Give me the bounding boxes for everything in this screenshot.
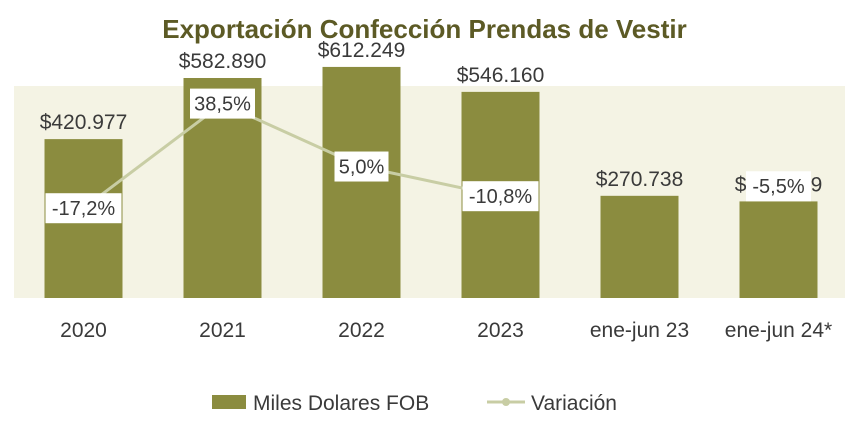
legend-line-marker — [502, 398, 510, 406]
bar — [322, 66, 401, 298]
bar-value-label: $270.738 — [596, 168, 684, 191]
variation-label-box — [746, 171, 811, 202]
variation-label: 38,5% — [190, 88, 255, 119]
plot-area — [14, 86, 845, 298]
variation-label: 5,0% — [334, 151, 389, 182]
x-tick-label: ene-jun 23 — [590, 319, 689, 342]
x-tick-label: 2021 — [199, 319, 246, 342]
bar-value-label: $546.160 — [457, 64, 545, 87]
variation-label: -5,5% — [746, 171, 811, 202]
bar — [739, 201, 818, 298]
x-tick-label: 2022 — [338, 319, 385, 342]
x-tick-label: ene-jun 24* — [725, 319, 832, 342]
variation-line — [82, 102, 501, 210]
bar-value-label: $420.977 — [40, 111, 128, 134]
variation-label-text: -17,2% — [52, 198, 116, 220]
variation-label-box — [462, 181, 539, 212]
legend: Miles Dolares FOB Variación — [212, 392, 617, 415]
variation-label-text: 5,0% — [339, 157, 385, 179]
legend-line-label: Variación — [531, 392, 617, 415]
legend-bar-label: Miles Dolares FOB — [253, 392, 429, 415]
variation-label-text: 38,5% — [194, 94, 251, 116]
bar-value-label: $612.249 — [318, 39, 406, 62]
variation-label-box — [334, 151, 389, 182]
bar — [600, 195, 679, 298]
chart-title: Exportación Confección Prendas de Vestir — [162, 14, 687, 44]
x-tick-label: 2020 — [60, 319, 107, 342]
variation-label: -10,8% — [462, 181, 539, 212]
x-tick-label: 2023 — [477, 319, 524, 342]
variation-label-text: -10,8% — [469, 186, 533, 208]
variation-label-box — [45, 193, 122, 224]
variation-label-box — [190, 88, 255, 119]
variation-label-text: -5,5% — [752, 176, 804, 198]
variation-label: -17,2% — [45, 193, 122, 224]
legend-bar-swatch — [212, 395, 246, 409]
bar-value-label: $582.890 — [179, 50, 267, 73]
